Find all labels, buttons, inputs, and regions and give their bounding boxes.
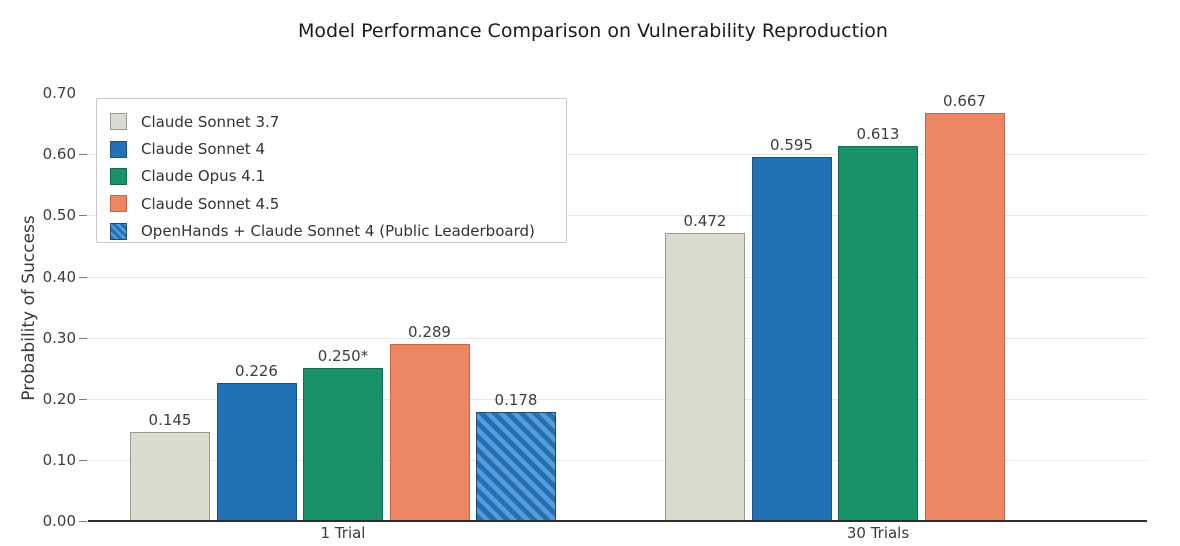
bar: [476, 412, 556, 521]
legend-label: Claude Sonnet 4: [141, 140, 265, 159]
bar-value-label: 0.472: [683, 211, 727, 230]
x-tick-label-2: 30 Trials: [846, 524, 910, 542]
legend: Claude Sonnet 3.7 Claude Sonnet 4 Claude O…: [96, 98, 567, 243]
legend-label: Claude Sonnet 3.7: [141, 112, 280, 131]
x-axis-line: [88, 520, 1147, 522]
y-tick-mark: [79, 337, 87, 339]
legend-swatch: [110, 167, 127, 185]
bar-value-label: 0.613: [856, 125, 900, 144]
legend-item: Claude Sonnet 4: [110, 135, 566, 162]
bar: [838, 146, 918, 521]
bar-value-label: 0.178: [494, 391, 538, 410]
bar-value-label: 0.289: [408, 323, 451, 342]
legend-item: OpenHands + Claude Sonnet 4 (Public Lead…: [110, 218, 566, 245]
legend-item: Claude Sonnet 3.7: [110, 108, 566, 135]
legend-item: Claude Opus 4.1: [110, 163, 566, 190]
bar-value-label: 0.226: [235, 361, 278, 380]
y-tick-label: 0.40: [42, 267, 76, 286]
legend-label: Claude Opus 4.1: [141, 167, 266, 186]
gridline: [88, 154, 1147, 156]
bar: [216, 382, 297, 521]
gridline: [88, 276, 1147, 278]
bar-value-label: 0.595: [770, 136, 813, 155]
legend-swatch: [110, 195, 127, 213]
y-tick-mark: [79, 398, 87, 400]
bar: [924, 113, 1005, 521]
bar-value-label: 0.145: [148, 411, 192, 430]
y-tick-label: 0.70: [42, 84, 76, 103]
y-tick-mark: [79, 276, 87, 278]
bar: [303, 368, 383, 521]
legend-swatch: [110, 113, 127, 131]
y-tick-mark: [79, 215, 87, 217]
legend-label: Claude Sonnet 4.5: [141, 194, 280, 213]
gridline: [88, 337, 1147, 339]
y-tick-mark: [79, 459, 87, 461]
bar: [130, 432, 210, 521]
bar-value-label: 0.250*: [317, 347, 369, 366]
gridline: [88, 459, 1147, 461]
y-tick-label: 0.60: [42, 145, 76, 164]
bar: [665, 232, 745, 521]
y-tick-label: 0.20: [42, 389, 76, 408]
legend-label: OpenHands + Claude Sonnet 4 (Public Lead…: [141, 222, 535, 241]
gridline: [88, 215, 1147, 217]
chart-title: Model Performance Comparison on Vulnerab…: [298, 20, 888, 42]
y-tick-mark: [79, 521, 87, 522]
bar-value-label: 0.667: [943, 92, 986, 111]
legend-items: Claude Sonnet 3.7 Claude Sonnet 4 Claude O…: [110, 108, 566, 245]
y-tick-label: 0.00: [42, 512, 76, 530]
y-tick-label: 0.50: [42, 206, 76, 225]
y-tick-label: 0.30: [42, 328, 76, 347]
x-tick-label-1: 1 Trial: [320, 524, 366, 542]
bar: [751, 157, 832, 521]
legend-swatch-hatched: [110, 222, 127, 240]
bar: [389, 344, 470, 521]
gridline: [88, 398, 1147, 400]
legend-item: Claude Sonnet 4.5: [110, 190, 566, 217]
y-tick-mark: [79, 154, 87, 156]
legend-swatch: [110, 140, 127, 158]
y-tick-label: 0.10: [42, 450, 76, 469]
